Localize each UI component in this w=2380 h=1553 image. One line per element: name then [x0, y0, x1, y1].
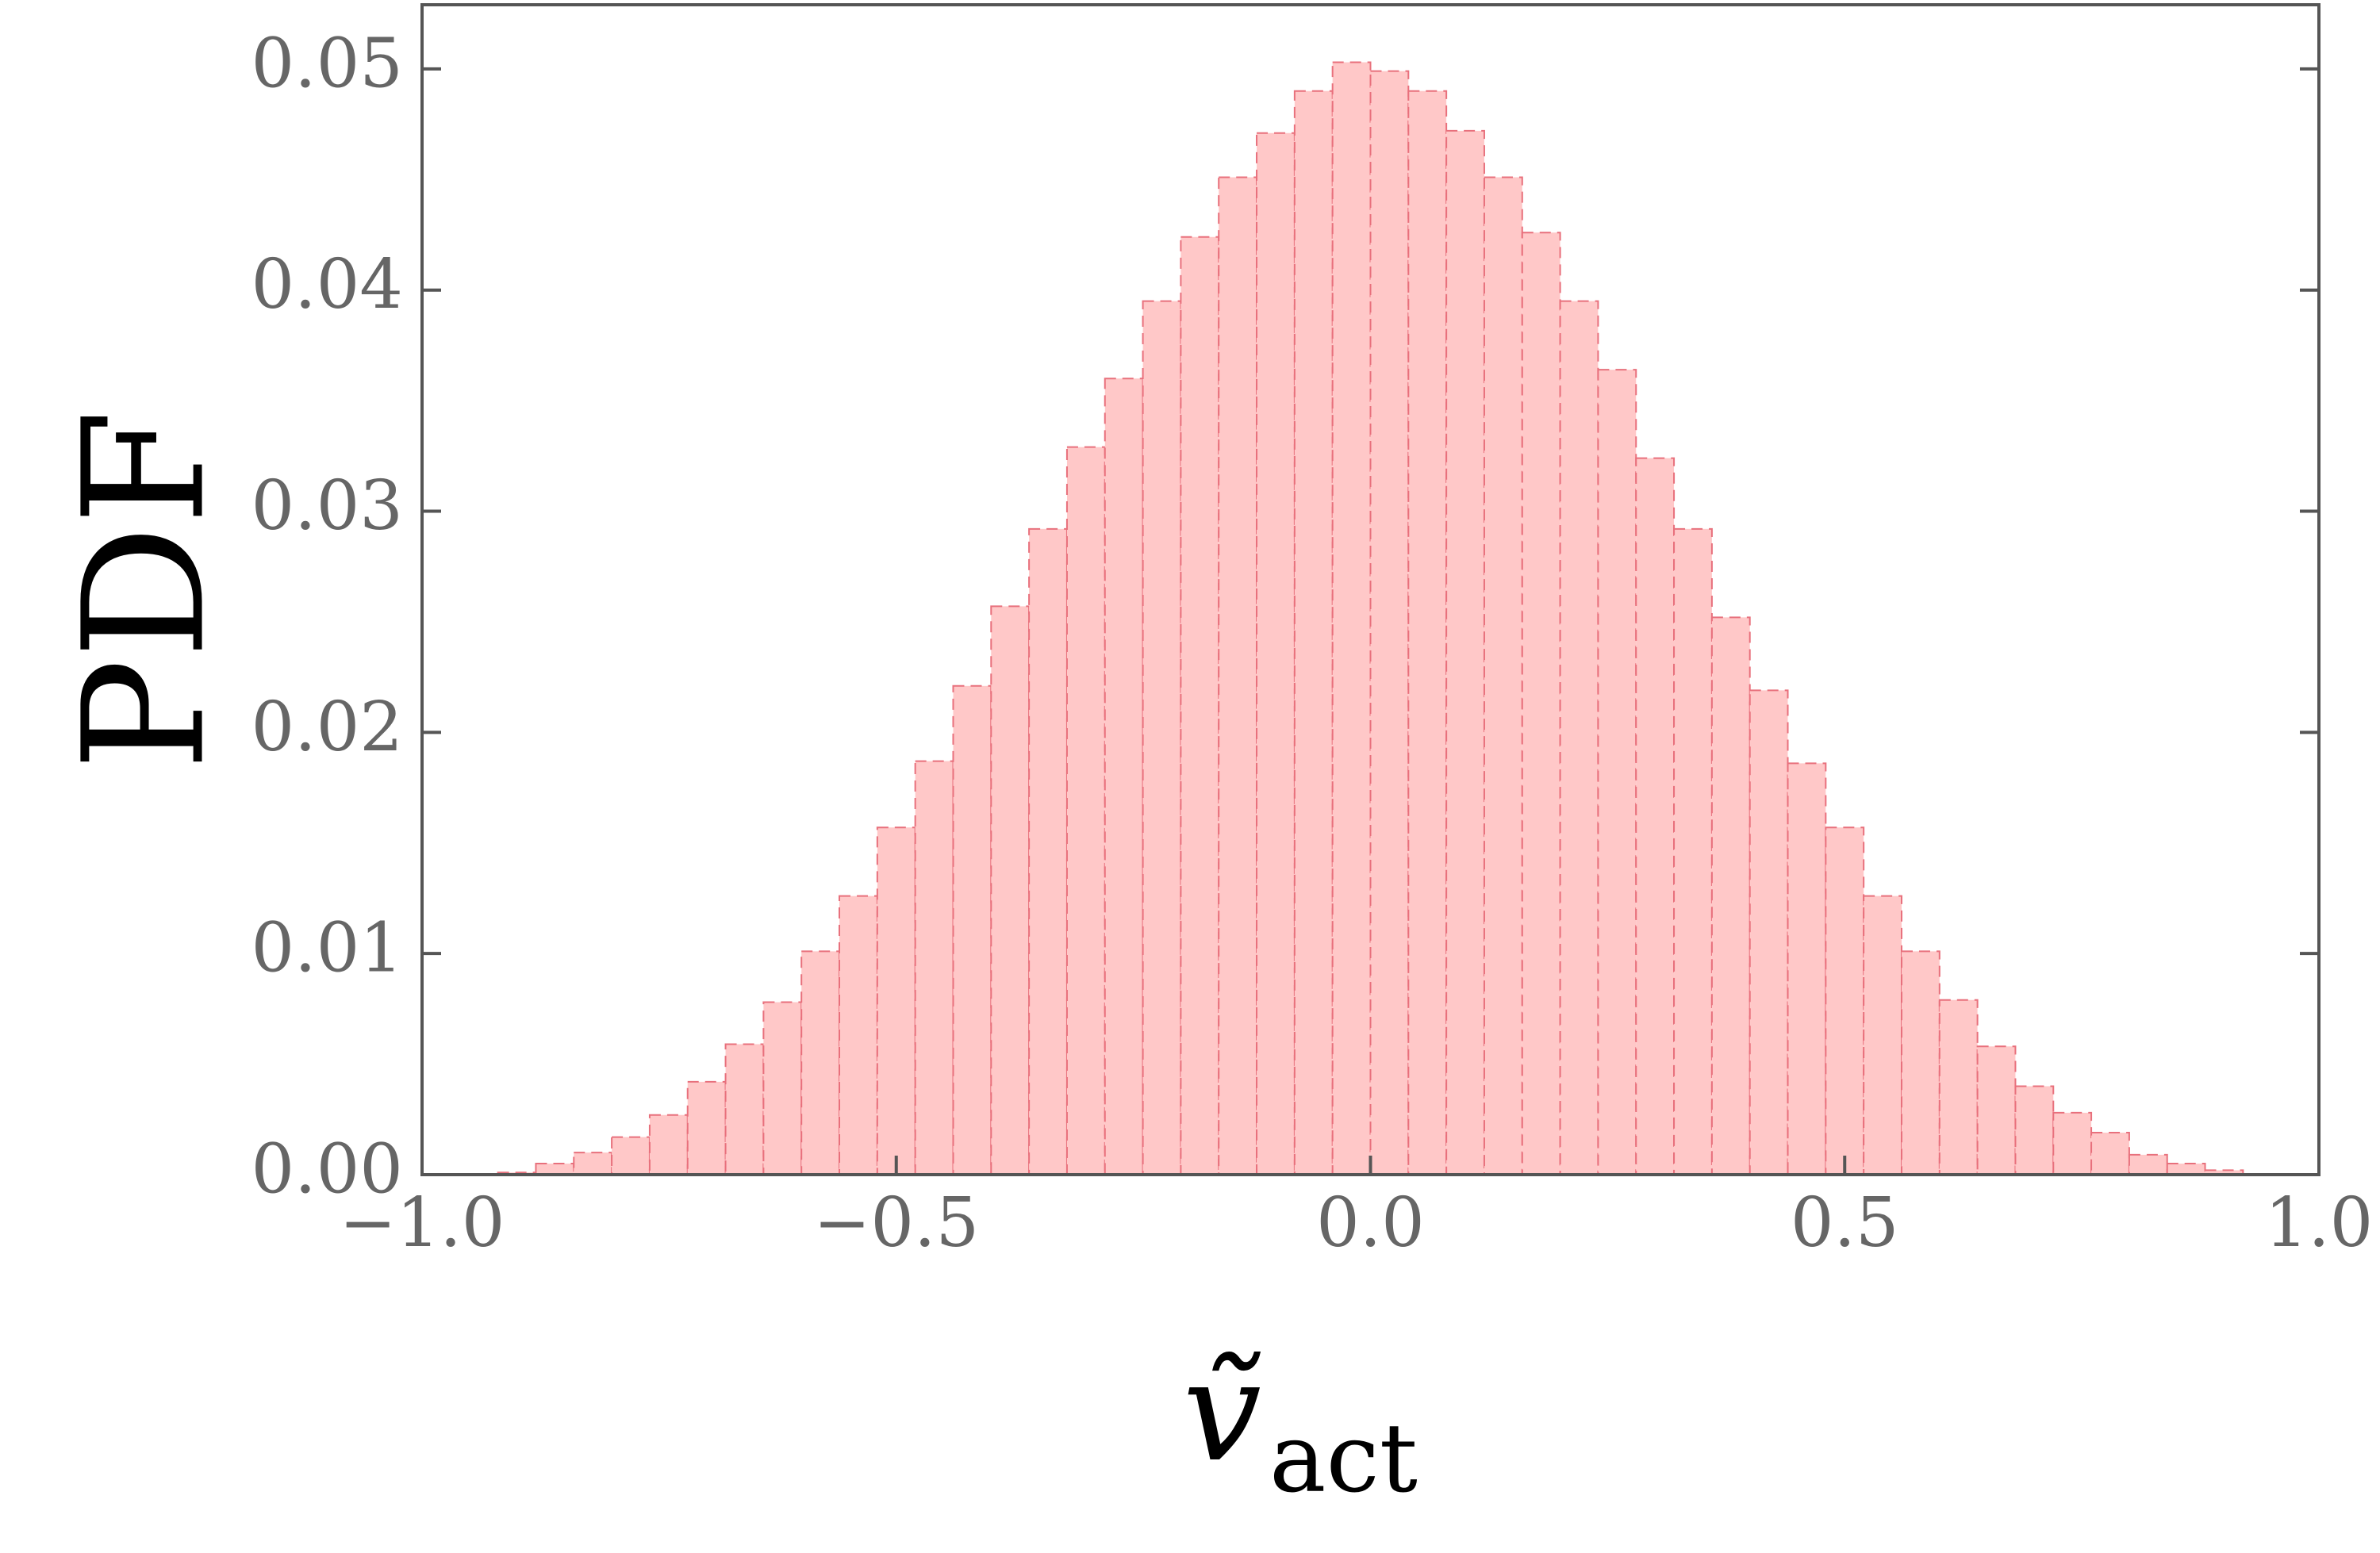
bar	[1559, 300, 1599, 1175]
bar	[1104, 378, 1144, 1175]
bar	[1256, 132, 1296, 1176]
bar	[1065, 446, 1106, 1175]
bar	[724, 1043, 765, 1175]
bar	[1976, 1045, 2017, 1176]
bar	[1787, 762, 1827, 1175]
bar	[535, 1163, 575, 1175]
bar	[1483, 176, 1523, 1175]
bar	[1369, 70, 1410, 1175]
bar	[1407, 90, 1448, 1175]
bar	[1825, 826, 1865, 1176]
bar	[2090, 1132, 2130, 1176]
bar	[648, 1114, 689, 1175]
bar	[2014, 1085, 2055, 1175]
bar	[1597, 369, 1637, 1175]
y-tick-label: 0.00	[251, 1130, 403, 1210]
bar	[1142, 300, 1182, 1175]
y-axis-label: PDF	[48, 409, 242, 770]
x-tick-label: 0.5	[1791, 1183, 1899, 1263]
y-tick-label: 0.02	[251, 688, 403, 767]
bar	[2128, 1153, 2168, 1176]
bar	[914, 760, 954, 1175]
bar	[876, 826, 916, 1176]
bar	[611, 1136, 651, 1175]
bar	[1293, 90, 1334, 1175]
bar	[2166, 1163, 2206, 1175]
x-tick-label: −1.0	[340, 1183, 505, 1263]
bar	[2052, 1111, 2093, 1176]
bar	[839, 895, 878, 1175]
bar	[1635, 457, 1676, 1175]
x-axis-label-subscript: act	[1269, 1404, 1418, 1514]
bar	[1749, 689, 1789, 1175]
bar	[1710, 616, 1751, 1175]
bar	[800, 950, 841, 1176]
bar	[1331, 61, 1372, 1176]
x-tick-label: −0.5	[813, 1183, 979, 1263]
bar	[1521, 232, 1561, 1175]
bar	[1028, 527, 1068, 1175]
bar	[762, 1001, 803, 1175]
y-tick-label: 0.01	[251, 909, 403, 988]
y-tick-label: 0.04	[251, 245, 403, 324]
y-tick-label: 0.05	[251, 24, 403, 103]
bar	[1180, 236, 1220, 1175]
bar	[990, 605, 1031, 1175]
bar	[1938, 999, 1979, 1176]
bar	[1673, 527, 1713, 1175]
bar	[1445, 129, 1485, 1175]
x-axis-label: ṽ	[1183, 1332, 1261, 1493]
bar	[1900, 950, 1940, 1176]
bar	[952, 684, 992, 1175]
bar	[1218, 176, 1258, 1175]
y-tick-label: 0.03	[251, 466, 403, 546]
bar	[686, 1080, 727, 1175]
x-tick-label: 1.0	[2265, 1183, 2374, 1263]
bar	[573, 1152, 613, 1175]
x-tick-label: 0.0	[1316, 1183, 1425, 1263]
bar	[1863, 895, 1902, 1175]
